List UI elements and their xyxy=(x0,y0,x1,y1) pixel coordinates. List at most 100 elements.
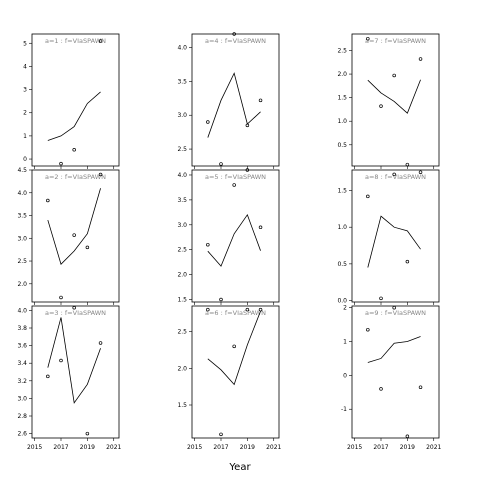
x-tick-label: 2019 xyxy=(400,444,415,451)
data-point xyxy=(258,225,263,230)
series-line xyxy=(207,72,261,138)
y-tick-label: 3.4 xyxy=(17,360,27,367)
panel-1: a=1 : f=VIaSPAWN 0 1 2 3 4 5 xyxy=(23,33,120,169)
y-tick-label: 1.5 xyxy=(177,402,187,409)
y-tick-label: 4.0 xyxy=(17,190,27,197)
data-point xyxy=(405,162,410,167)
panel-strip-label: a=7 : f=VIaSPAWN xyxy=(365,37,426,45)
series-line xyxy=(207,213,261,267)
x-tick-label: 2021 xyxy=(106,444,121,451)
x-axis-label: Year xyxy=(228,462,251,473)
y-tick-label: 4.0 xyxy=(177,45,187,52)
series-line xyxy=(47,91,101,141)
x-tick-label: 2017 xyxy=(373,444,388,451)
panel-frame xyxy=(31,305,120,439)
y-tick-label: 2.8 xyxy=(17,413,27,420)
y-tick-label: 2.0 xyxy=(337,71,347,78)
y-tick-label: 3.2 xyxy=(17,378,27,385)
y-tick-label: 0.0 xyxy=(337,298,347,305)
y-tick-label: 2.5 xyxy=(177,329,187,336)
x-tick-label: 2015 xyxy=(347,444,362,451)
y-tick-label: 4.5 xyxy=(17,167,27,174)
data-point xyxy=(98,39,103,43)
y-tick-label: 2.0 xyxy=(17,281,27,288)
panel-strip-label: a=2 : f=VIaSPAWN xyxy=(45,173,106,181)
panel-strip-label: a=6 : f=VIaSPAWN xyxy=(205,309,266,317)
x-tick-label: 2019 xyxy=(240,444,255,451)
y-tick-label: 1.5 xyxy=(337,95,347,102)
panel-frame xyxy=(31,33,120,167)
data-point xyxy=(219,297,223,302)
series-line xyxy=(367,215,421,268)
data-point xyxy=(379,296,383,301)
y-tick-label: 0 xyxy=(23,156,27,163)
panel-5: a=5 : f=VIaSPAWN 1.5 2.0 2.5 3.0 3.5 4.0 xyxy=(177,168,280,305)
y-tick-label: 2.5 xyxy=(17,258,27,265)
x-tick-label: 2015 xyxy=(187,444,202,451)
y-tick-label: 5 xyxy=(23,40,27,47)
x-tick-label: 2021 xyxy=(426,444,441,451)
data-point xyxy=(418,385,423,389)
panel-6: a=6 : f=VIaSPAWN 1.5 2.0 2.5 2015 2017 2019 202… xyxy=(177,305,282,451)
data-point xyxy=(418,57,423,61)
panel-7: a=7 : f=VIaSPAWN 0.5 1.0 1.5 2.0 2.5 xyxy=(337,33,440,169)
data-point xyxy=(418,170,423,174)
y-tick-label: 2 xyxy=(343,305,347,312)
data-point xyxy=(379,104,383,108)
y-tick-label: 3.5 xyxy=(177,78,187,85)
y-tick-label: 2 xyxy=(23,110,27,117)
data-point xyxy=(46,198,50,203)
y-tick-label: 1 xyxy=(343,339,347,346)
data-point xyxy=(366,36,370,41)
panel-3: a=3 : f=VIaSPAWN 2.6 2.8 3.0 3.2 3.4 3.6 3.8 4.0… xyxy=(17,305,122,451)
data-point xyxy=(98,341,103,345)
panel-strip-label: a=1 : f=VIaSPAWN xyxy=(45,37,106,45)
data-point xyxy=(219,162,223,166)
panel-frame xyxy=(191,305,280,439)
data-point xyxy=(46,374,50,379)
y-tick-label: 3.0 xyxy=(17,235,27,242)
x-tick-label: 2021 xyxy=(266,444,281,451)
y-tick-label: 3.8 xyxy=(17,325,27,332)
data-point xyxy=(72,148,76,152)
data-point xyxy=(258,307,263,312)
y-tick-label: 0 xyxy=(343,372,347,379)
y-tick-label: 1 xyxy=(23,133,27,140)
y-tick-label: 3.5 xyxy=(177,197,187,204)
y-tick-label: 3.0 xyxy=(17,395,27,402)
y-tick-label: 0.5 xyxy=(337,261,347,268)
y-tick-label: 1.0 xyxy=(337,224,347,231)
y-tick-label: 2.6 xyxy=(17,431,27,438)
data-point xyxy=(206,307,210,312)
data-point xyxy=(258,98,263,103)
panel-frame xyxy=(351,169,440,303)
panel-2: a=2 : f=VIaSPAWN 2.0 2.5 3.0 3.5 4.0 4.5 xyxy=(17,167,120,305)
y-tick-label: 4.0 xyxy=(17,307,27,314)
x-tick-label: 2017 xyxy=(213,444,228,451)
y-tick-label: 2.0 xyxy=(177,272,187,279)
data-point xyxy=(85,431,90,436)
data-point xyxy=(366,194,370,199)
panel-frame xyxy=(351,305,440,439)
data-point xyxy=(405,434,410,439)
series-line xyxy=(47,188,101,265)
data-point xyxy=(405,259,410,264)
data-point xyxy=(219,432,223,437)
data-point xyxy=(85,245,90,250)
data-point xyxy=(245,307,250,312)
y-tick-label: -1 xyxy=(341,406,347,413)
panel-strip-label: a=5 : f=VIaSPAWN xyxy=(205,173,266,181)
data-point xyxy=(245,123,250,128)
data-point xyxy=(98,172,103,177)
y-tick-label: 4 xyxy=(23,63,27,70)
data-point xyxy=(232,32,236,36)
data-point xyxy=(59,295,63,300)
data-point xyxy=(59,161,63,166)
data-point xyxy=(206,242,210,247)
data-point xyxy=(366,327,370,332)
y-tick-label: 3.0 xyxy=(177,112,187,119)
panel-frame xyxy=(191,33,280,167)
y-tick-label: 1.0 xyxy=(337,118,347,125)
panel-frame xyxy=(191,169,280,303)
